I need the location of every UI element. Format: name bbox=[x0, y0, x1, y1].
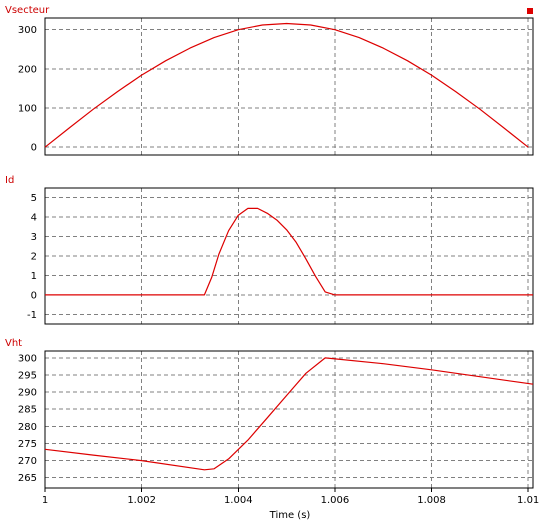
panel-title-vht: Vht bbox=[5, 338, 22, 349]
panel-id: Id -1 0 1 2 3 4 5 bbox=[5, 175, 534, 325]
panel-frame-vsecteur bbox=[44, 17, 534, 156]
series-line-vsecteur bbox=[44, 22, 529, 148]
panel-title-id: Id bbox=[5, 175, 14, 186]
panel-frame-id bbox=[44, 187, 534, 325]
y-tick-label-vht: 300 bbox=[18, 353, 37, 364]
x-tick-label: 1 bbox=[42, 495, 48, 506]
y-tick-label-id: 0 bbox=[31, 290, 37, 301]
chart-panels: Vsecteur 0 100 200 300 Id -1 0 1 2 3 4 5 Vht 265 270 275… bbox=[5, 5, 539, 506]
x-tick-label: 1.008 bbox=[417, 495, 446, 506]
y-tick-label-vsecteur: 300 bbox=[18, 25, 37, 36]
y-tick-label-id: 1 bbox=[31, 271, 37, 282]
y-tick-label-vht: 275 bbox=[18, 439, 37, 450]
y-tick-label-vht: 270 bbox=[18, 456, 37, 467]
x-tick-label: 1.002 bbox=[127, 495, 156, 506]
y-tick-label-vht: 280 bbox=[18, 422, 37, 433]
y-tick-label-id: 5 bbox=[31, 193, 37, 204]
y-tick-label-vht: 290 bbox=[18, 388, 37, 399]
y-tick-label-vsecteur: 100 bbox=[18, 104, 37, 115]
y-tick-label-id: 2 bbox=[31, 252, 37, 263]
y-tick-label-id: -1 bbox=[27, 310, 37, 321]
x-tick-label: 1.006 bbox=[321, 495, 350, 506]
y-tick-label-vsecteur: 200 bbox=[18, 64, 37, 75]
panel-vht: Vht 265 270 275 280 285 290 295 300 bbox=[5, 338, 534, 489]
x-tick-label: 1.004 bbox=[224, 495, 253, 506]
y-tick-label-id: 4 bbox=[31, 213, 37, 224]
series-line-vht bbox=[44, 357, 534, 471]
series-line-id bbox=[45, 207, 533, 296]
y-tick-label-vht: 295 bbox=[18, 370, 37, 381]
y-tick-label-id: 3 bbox=[31, 232, 37, 243]
y-tick-label-vht: 285 bbox=[18, 405, 37, 416]
panel-vsecteur: Vsecteur 0 100 200 300 bbox=[5, 5, 534, 156]
x-axis-label: Time (s) bbox=[269, 510, 311, 521]
panel-frame-vht bbox=[44, 350, 534, 489]
legend-marker bbox=[527, 8, 533, 14]
x-tick-label: 1.01 bbox=[517, 495, 539, 506]
panel-title-vsecteur: Vsecteur bbox=[5, 5, 50, 16]
y-tick-label-vht: 265 bbox=[18, 473, 37, 484]
y-tick-label-vsecteur: 0 bbox=[31, 143, 37, 154]
